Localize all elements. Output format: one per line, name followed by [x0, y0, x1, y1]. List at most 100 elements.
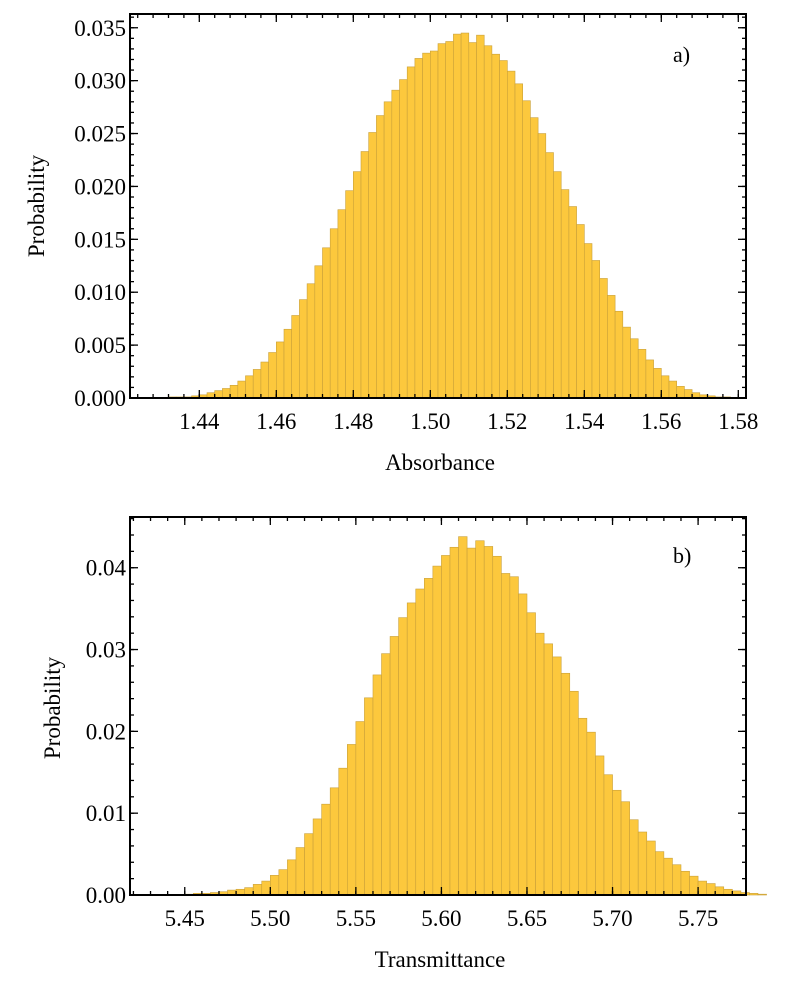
panel-b-bar	[398, 617, 408, 896]
panel-b-bar	[543, 643, 553, 896]
panel-a-bars	[168, 32, 731, 399]
panel-a-bar	[499, 60, 508, 399]
panel-a-bar	[576, 224, 585, 399]
panel-b-bar	[338, 767, 348, 896]
x-tick-label: 5.70	[592, 906, 632, 931]
panel-b-bar	[355, 721, 365, 896]
panel-a-y-axis-title: Probability	[24, 154, 49, 257]
panel-a-bar	[391, 89, 400, 399]
panel-b-bar	[595, 755, 605, 896]
panel-a-bar	[460, 32, 470, 399]
x-tick-label: 1.56	[641, 409, 681, 434]
panel-b-bar	[706, 883, 716, 896]
panel-b-bar	[586, 731, 596, 896]
panel-a-bar	[337, 209, 346, 399]
panel-b-bar	[620, 801, 630, 896]
panel-a-bar	[645, 359, 654, 399]
panel-b-bar	[612, 789, 622, 896]
y-tick-label: 0.015	[74, 227, 126, 252]
panel-b-bar	[364, 697, 374, 896]
panel-a-bar	[522, 100, 531, 399]
y-tick-label: 0.030	[74, 69, 126, 94]
panel-b-bar	[347, 744, 357, 896]
panel-a-bar	[553, 171, 562, 399]
y-tick-label: 0.020	[74, 174, 126, 199]
panel-b-bar	[432, 565, 442, 896]
y-tick-label: 0.02	[86, 719, 126, 744]
x-tick-label: 1.52	[487, 409, 527, 434]
panel-b-bar	[552, 656, 562, 896]
panel-b-bar	[449, 546, 459, 896]
panel-a-bar	[614, 310, 624, 399]
panel-b-y-tick-labels: 0.00 0.01 0.02 0.03 0.04	[86, 556, 127, 908]
x-tick-label: 1.46	[256, 409, 296, 434]
panel-b-bar	[560, 672, 571, 896]
panel-a-bar	[468, 42, 477, 399]
panel-a-bar	[214, 390, 223, 399]
x-tick-label: 1.54	[564, 409, 605, 434]
panel-b-bar	[518, 593, 528, 896]
panel-a-bar	[545, 152, 554, 399]
panel-b-bar	[672, 864, 682, 896]
panel-a-bar	[453, 33, 462, 399]
panel-b-bar	[252, 884, 263, 896]
y-tick-label: 0.04	[86, 556, 127, 581]
panel-b-y-axis-title: Probability	[40, 656, 65, 759]
panel-a-bar	[437, 43, 446, 399]
panel-a-bar	[368, 132, 377, 399]
panel-a-bar	[399, 79, 408, 399]
panel-a-bar	[406, 66, 416, 399]
panel-a-bar	[653, 368, 662, 399]
panel-a-bar	[514, 83, 523, 399]
panel-a: 1.44 1.46 1.48 1.50 1.52 1.54 1.56 1.58 0.0000.…	[24, 13, 758, 475]
panel-a-bar	[630, 338, 639, 399]
panel-b-bar	[689, 875, 699, 896]
panel-b-bar	[501, 573, 511, 896]
panel-a-bar	[476, 34, 485, 399]
x-tick-label: 1.58	[718, 409, 758, 434]
y-tick-label: 0.01	[86, 801, 126, 826]
panel-b-bar	[415, 588, 425, 896]
panel-a-bar	[506, 70, 516, 399]
panel-a-bar	[568, 206, 577, 399]
panel-a-bar	[660, 375, 670, 399]
y-tick-label: 0.005	[74, 333, 126, 358]
panel-a-bar	[607, 295, 616, 399]
panel-a-bar	[445, 41, 454, 399]
panel-a-y-tick-labels: 0.000 0.005 0.010 0.015 0.020 0.025 0.030 0.035	[74, 16, 126, 411]
panel-a-bar	[537, 133, 547, 399]
panel-b-bar	[475, 540, 485, 896]
x-tick-label: 5.60	[421, 906, 461, 931]
panel-a-bar	[275, 341, 285, 399]
panel-a-bar	[283, 328, 292, 399]
panel-b-ticks	[130, 517, 746, 896]
panel-b-bar	[244, 887, 254, 896]
panel-a-bar	[322, 247, 331, 399]
panel-b-bar	[458, 536, 468, 896]
panel-b: 5.45 5.50 5.55 5.60 5.65 5.70 5.75 0.000.010.0…	[40, 516, 767, 972]
panel-a-bar	[306, 283, 316, 399]
panel-a-bar	[383, 101, 393, 399]
panel-a-bar	[599, 278, 608, 399]
panel-a-bar	[299, 299, 308, 399]
panel-b-bar	[697, 880, 707, 896]
panel-b-bar	[278, 869, 288, 896]
panel-a-bar	[560, 189, 570, 399]
panel-a-bar	[376, 115, 385, 399]
panel-b-bar	[603, 774, 613, 896]
panel-b-bar	[749, 893, 759, 896]
y-tick-label: 0.000	[74, 386, 126, 411]
panel-b-bar	[535, 632, 545, 896]
panel-a-bar	[245, 375, 254, 399]
panel-a-bar	[268, 352, 277, 399]
panel-a-bar	[329, 228, 339, 399]
panel-b-bar	[466, 547, 476, 896]
panel-b-bar	[441, 555, 451, 896]
panel-b-bars	[184, 536, 767, 896]
panel-a-bar	[291, 315, 300, 399]
y-tick-label: 0.025	[74, 122, 126, 147]
x-tick-label: 5.50	[250, 906, 290, 931]
panel-b-bar	[637, 831, 648, 896]
y-tick-label: 0.035	[74, 16, 126, 41]
